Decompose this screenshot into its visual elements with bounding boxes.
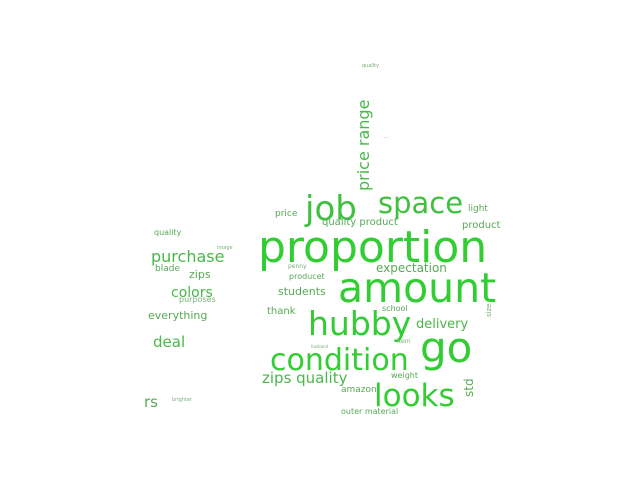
word-students: students — [278, 285, 326, 298]
word-everything: everything — [148, 309, 208, 322]
word-quality-left: quality — [154, 228, 182, 237]
word-proportion: proportion — [258, 222, 488, 273]
word-zips: zips — [189, 268, 211, 281]
word-price: price — [275, 209, 298, 219]
word-product: product — [462, 220, 501, 231]
word-condition: condition — [270, 343, 409, 378]
word-penny: penny — [288, 263, 307, 270]
word-hubby: hubby — [308, 304, 412, 343]
word-dots: ... — [384, 134, 389, 140]
word-light: light — [468, 204, 488, 214]
word-purposes: purposes — [179, 295, 216, 304]
word-space: space — [378, 186, 464, 220]
word-purchase: purchase — [151, 247, 225, 266]
word-outer-material: outer material — [341, 407, 399, 416]
word-school: school — [382, 304, 408, 313]
word-price-range: price range — [354, 99, 373, 191]
word-husband: husband — [311, 344, 329, 349]
word-weight: weight — [391, 371, 418, 380]
word-quality-product: quality product — [322, 217, 398, 228]
word-item: item — [397, 338, 411, 345]
word-looks: looks — [374, 378, 455, 414]
word-expectation: expectation — [376, 261, 447, 275]
word-deal: deal — [153, 333, 186, 351]
word-quality-top: quality — [362, 63, 380, 69]
word-job: job — [305, 189, 357, 229]
word-zips-quality: zips quality — [262, 369, 348, 387]
word-thank: thank — [267, 306, 296, 317]
word-producet: producet — [289, 272, 325, 281]
word-amazon: amazon — [341, 385, 377, 395]
word-delivery: delivery — [416, 317, 469, 332]
word-std: std — [462, 378, 476, 397]
word-go: go — [420, 323, 473, 372]
word-brighter: brighter — [172, 397, 193, 403]
word-size: size — [485, 303, 493, 317]
word-colors: colors — [171, 285, 213, 301]
word-image: image — [217, 245, 233, 251]
word-amount: amount — [338, 264, 497, 312]
word-blade: blade — [155, 264, 180, 274]
word-rs: rs — [144, 393, 158, 411]
